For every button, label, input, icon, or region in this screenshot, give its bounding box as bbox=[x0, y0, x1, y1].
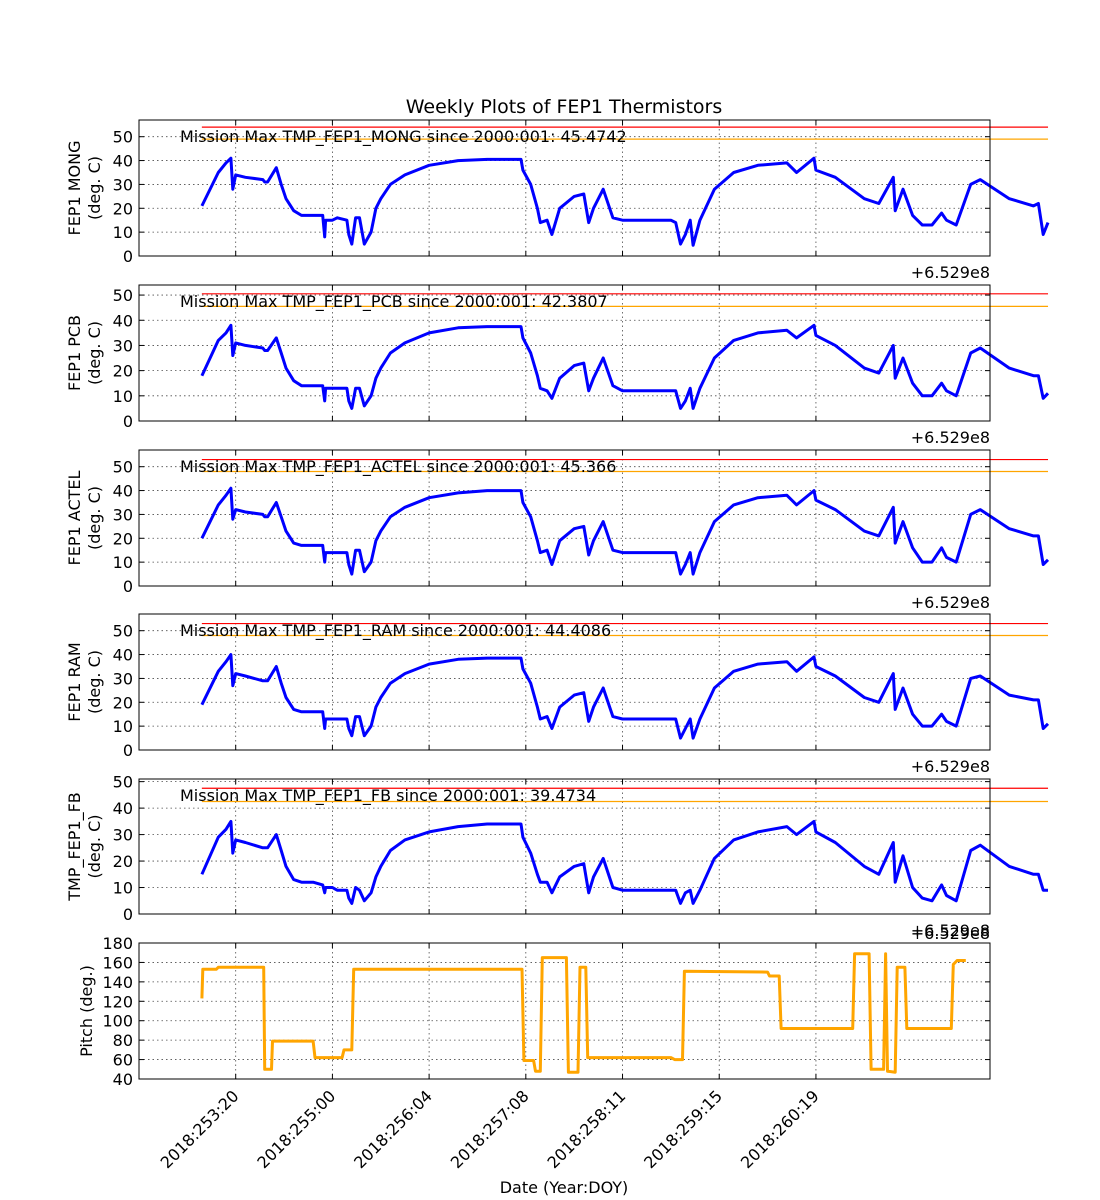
mission-max-annotation: Mission Max TMP_FEP1_RAM since 2000:001:… bbox=[180, 621, 611, 641]
x-offset-text: +6.529e8 bbox=[911, 757, 990, 776]
temperature-series-line bbox=[200, 323, 1050, 410]
temperature-series-line bbox=[200, 653, 1050, 740]
x-tick-label: 2018:257:08 bbox=[447, 1086, 533, 1172]
panel-4: 0 10 20 30 40 50 Mission Max TMP_FEP1_RAM sinc… bbox=[65, 613, 1050, 776]
y-tick-label: 0 bbox=[123, 905, 133, 924]
y-tick-label: 30 bbox=[113, 669, 133, 688]
panels: 0 10 20 30 40 50 Mission Max TMP_FEP1_MONG sin… bbox=[65, 119, 1050, 1172]
y-tick-label: 20 bbox=[113, 529, 133, 548]
x-tick-label: 2018:253:20 bbox=[157, 1086, 243, 1172]
panel-1: 0 10 20 30 40 50 Mission Max TMP_FEP1_MONG sin… bbox=[65, 119, 1050, 282]
y-tick-label: 40 bbox=[113, 1070, 133, 1089]
y-axis-label: FEP1 ACTEL bbox=[65, 470, 84, 565]
y-tick-label: 30 bbox=[113, 175, 133, 194]
y-tick-label: 20 bbox=[113, 199, 133, 218]
x-axis-label: Date (Year:DOY) bbox=[500, 1178, 629, 1197]
y-tick-label: 100 bbox=[102, 1012, 133, 1031]
y-tick-label: 40 bbox=[113, 311, 133, 330]
y-axis-label: FEP1 PCB bbox=[65, 315, 84, 391]
y-tick-label: 50 bbox=[113, 622, 133, 641]
x-offset-text: +6.529e8 bbox=[911, 428, 990, 447]
y-tick-label: 40 bbox=[113, 799, 133, 818]
mission-max-annotation: Mission Max TMP_FEP1_MONG since 2000:001… bbox=[180, 127, 627, 147]
y-axis-label: FEP1 RAM bbox=[65, 642, 84, 721]
y-tick-label: 160 bbox=[102, 953, 133, 972]
x-tick-label: 2018:259:15 bbox=[640, 1086, 726, 1172]
y-tick-label: 120 bbox=[102, 992, 133, 1011]
x-offset-text: +6.529e8 bbox=[911, 921, 990, 940]
y-axis-label: (deg. C) bbox=[85, 486, 104, 550]
axes-frame bbox=[138, 613, 991, 751]
mission-max-annotation: Mission Max TMP_FEP1_FB since 2000:001: … bbox=[180, 786, 596, 806]
axes-frame bbox=[138, 449, 991, 587]
y-tick-label: 40 bbox=[113, 482, 133, 501]
axes-frame bbox=[138, 778, 991, 915]
axes-frame bbox=[138, 119, 991, 257]
mission-max-annotation: Mission Max TMP_FEP1_ACTEL since 2000:00… bbox=[180, 457, 616, 477]
panel-5: 0 10 20 30 40 50 Mission Max TMP_FEP1_FB since… bbox=[65, 773, 1049, 940]
y-tick-label: 0 bbox=[123, 412, 133, 431]
temperature-series-line bbox=[200, 156, 1050, 247]
axes-frame bbox=[138, 284, 991, 422]
y-tick-label: 10 bbox=[113, 387, 133, 406]
y-tick-label: 30 bbox=[113, 826, 133, 845]
y-tick-label: 180 bbox=[102, 934, 133, 953]
figure-title: Weekly Plots of FEP1 Thermistors bbox=[406, 96, 723, 118]
y-tick-label: 20 bbox=[113, 852, 133, 871]
y-tick-label: 40 bbox=[113, 152, 133, 171]
y-tick-label: 0 bbox=[123, 577, 133, 596]
x-tick-label: 2018:260:19 bbox=[737, 1086, 823, 1172]
y-tick-label: 60 bbox=[113, 1051, 133, 1070]
y-axis-label: FEP1 MONG bbox=[65, 141, 84, 236]
x-offset-text: +6.529e8 bbox=[911, 263, 990, 282]
panel-2: 0 10 20 30 40 50 Mission Max TMP_FEP1_PCB sinc… bbox=[65, 284, 1050, 447]
pitch-series-line bbox=[200, 952, 966, 1074]
y-axis-label: Pitch (deg.) bbox=[77, 965, 96, 1057]
x-offset-text: +6.529e8 bbox=[911, 924, 990, 943]
y-tick-label: 10 bbox=[113, 553, 133, 572]
y-tick-label: 0 bbox=[123, 247, 133, 266]
panel-3: 0 10 20 30 40 50 Mission Max TMP_FEP1_ACTEL si… bbox=[65, 449, 1050, 612]
y-tick-label: 30 bbox=[113, 505, 133, 524]
temperature-series-line bbox=[200, 819, 1048, 905]
y-tick-label: 10 bbox=[113, 223, 133, 242]
y-axis-label: (deg. C) bbox=[85, 815, 104, 879]
y-tick-label: 50 bbox=[113, 286, 133, 305]
y-tick-label: 40 bbox=[113, 646, 133, 665]
y-tick-label: 50 bbox=[113, 458, 133, 477]
y-axis-label: TMP_FEP1_FB bbox=[65, 792, 85, 902]
y-tick-label: 80 bbox=[113, 1031, 133, 1050]
y-axis-label: (deg. C) bbox=[85, 650, 104, 714]
y-axis-label: (deg. C) bbox=[85, 321, 104, 385]
y-tick-label: 20 bbox=[113, 693, 133, 712]
y-tick-label: 20 bbox=[113, 362, 133, 381]
y-tick-label: 30 bbox=[113, 336, 133, 355]
y-tick-label: 140 bbox=[102, 973, 133, 992]
x-offset-text: +6.529e8 bbox=[911, 593, 990, 612]
y-axis-label: (deg. C) bbox=[85, 156, 104, 220]
y-tick-label: 10 bbox=[113, 879, 133, 898]
y-tick-label: 50 bbox=[113, 128, 133, 147]
x-tick-label: 2018:258:11 bbox=[544, 1086, 630, 1172]
x-tick-label: 2018:255:00 bbox=[253, 1086, 339, 1172]
y-tick-label: 50 bbox=[113, 773, 133, 792]
y-tick-label: 10 bbox=[113, 717, 133, 736]
x-tick-label: 2018:256:04 bbox=[350, 1086, 436, 1172]
temperature-series-line bbox=[200, 486, 1050, 576]
y-tick-label: 0 bbox=[123, 741, 133, 760]
axes-frame bbox=[138, 942, 991, 1080]
mission-max-annotation: Mission Max TMP_FEP1_PCB since 2000:001:… bbox=[180, 292, 608, 312]
